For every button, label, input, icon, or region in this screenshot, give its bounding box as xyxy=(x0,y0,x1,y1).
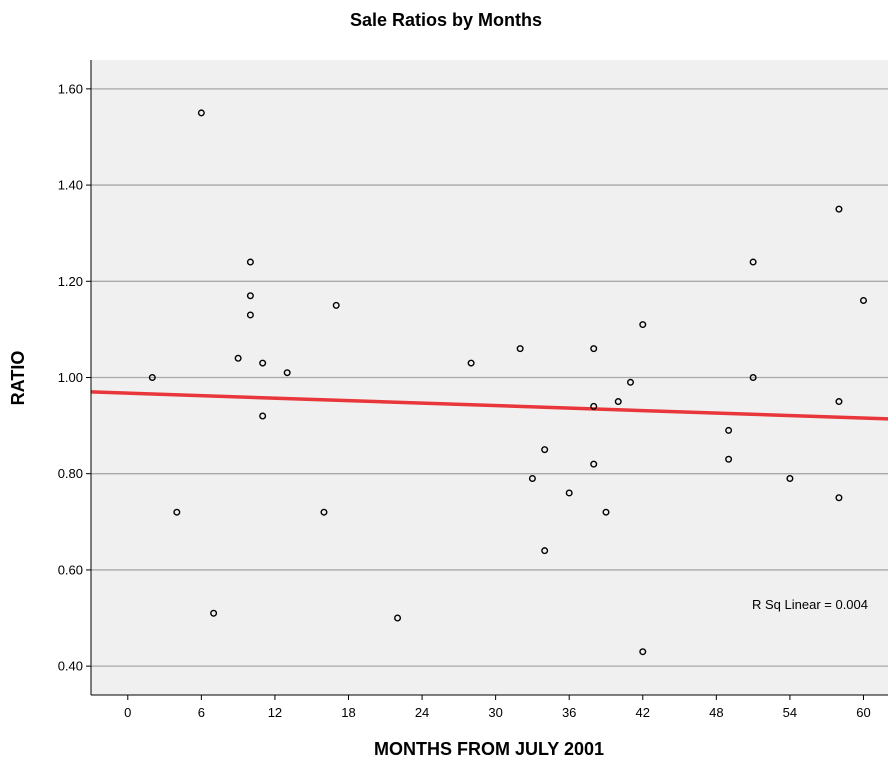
data-point xyxy=(639,648,647,656)
y-tick-label: 0.60 xyxy=(58,562,83,577)
x-axis-label: MONTHS FROM JULY 2001 xyxy=(374,739,604,759)
linear-fit-line xyxy=(90,390,888,421)
data-point xyxy=(259,412,267,420)
data-point xyxy=(259,359,267,367)
data-point xyxy=(173,508,181,516)
data-point xyxy=(528,475,536,483)
data-point xyxy=(246,258,254,266)
chart-title: Sale Ratios by Months xyxy=(350,10,542,30)
data-point xyxy=(749,374,757,382)
data-point xyxy=(541,446,549,454)
data-point xyxy=(283,369,291,377)
x-tick-label: 12 xyxy=(268,705,282,720)
y-tick-label: 1.60 xyxy=(58,81,83,96)
data-point xyxy=(639,321,647,329)
fit-line-layer xyxy=(90,390,888,421)
data-point xyxy=(725,426,733,434)
data-point xyxy=(614,398,622,406)
y-tick-label: 1.40 xyxy=(58,178,83,193)
data-point xyxy=(565,489,573,497)
y-tick-label: 0.40 xyxy=(58,659,83,674)
x-tick-label: 18 xyxy=(341,705,355,720)
data-point xyxy=(332,301,340,309)
data-point xyxy=(516,345,524,353)
data-point xyxy=(197,109,205,117)
x-axis-ticks: 0 6 12 18 24 30 36 42 48 54 60 xyxy=(124,695,871,720)
data-point xyxy=(786,475,794,483)
x-tick-label: 54 xyxy=(783,705,797,720)
x-tick-label: 48 xyxy=(709,705,723,720)
data-point xyxy=(210,609,218,617)
data-point xyxy=(394,614,402,622)
x-tick-label: 24 xyxy=(415,705,429,720)
data-point xyxy=(590,460,598,468)
x-tick-label: 0 xyxy=(124,705,131,720)
data-point xyxy=(835,398,843,406)
data-point xyxy=(467,359,475,367)
data-point xyxy=(749,258,757,266)
x-tick-label: 60 xyxy=(856,705,870,720)
data-point xyxy=(541,547,549,555)
data-point xyxy=(246,311,254,319)
data-point xyxy=(234,354,242,362)
data-point xyxy=(835,205,843,213)
y-axis-label: RATIO xyxy=(8,351,28,406)
r-squared-annotation: R Sq Linear = 0.004 xyxy=(752,597,868,612)
y-tick-label: 1.00 xyxy=(58,370,83,385)
data-point xyxy=(148,374,156,382)
y-axis-ticks: 0.40 0.60 0.80 1.00 1.20 1.40 1.60 xyxy=(58,81,91,674)
x-tick-label: 30 xyxy=(488,705,502,720)
data-point xyxy=(602,508,610,516)
x-tick-label: 36 xyxy=(562,705,576,720)
data-point xyxy=(590,402,598,410)
data-point xyxy=(246,292,254,300)
data-points xyxy=(148,109,867,656)
x-tick-label: 6 xyxy=(198,705,205,720)
y-tick-label: 0.80 xyxy=(58,466,83,481)
data-point xyxy=(590,345,598,353)
x-tick-label: 42 xyxy=(636,705,650,720)
data-point xyxy=(859,297,867,305)
grid-lines xyxy=(91,88,888,667)
data-point xyxy=(627,378,635,386)
data-point xyxy=(835,494,843,502)
data-point xyxy=(725,455,733,463)
data-point xyxy=(320,508,328,516)
y-tick-label: 1.20 xyxy=(58,274,83,289)
